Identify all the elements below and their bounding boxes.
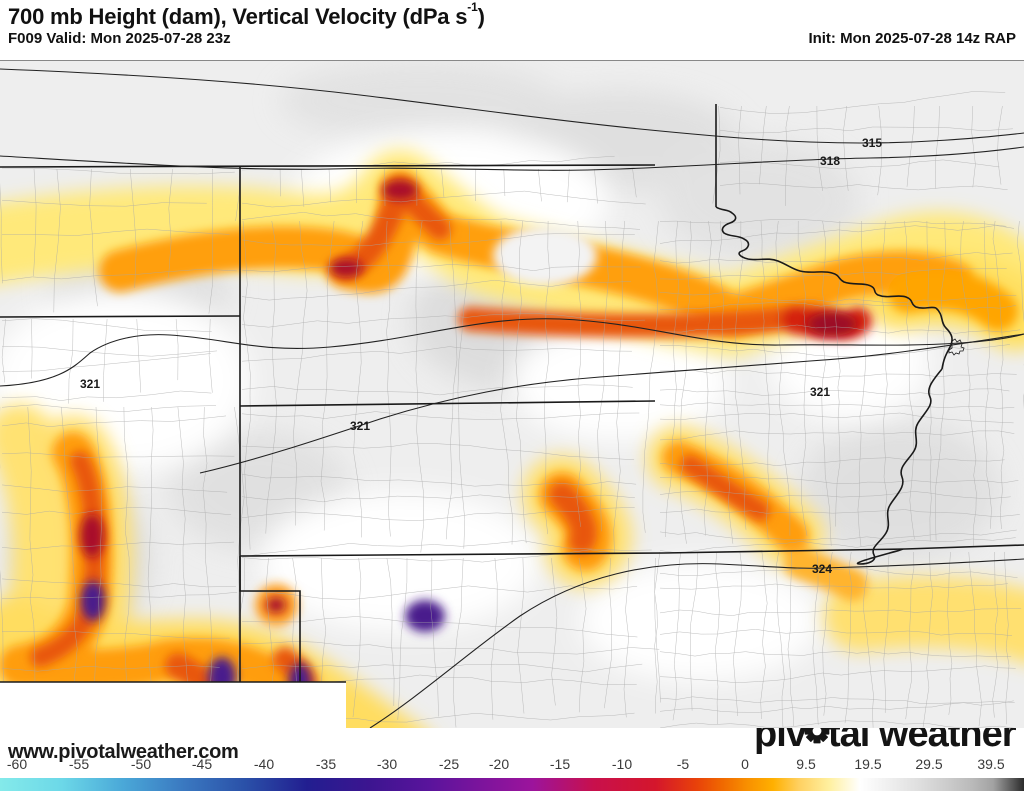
svg-text:321: 321 [810, 385, 830, 399]
svg-text:315: 315 [862, 136, 882, 150]
svg-text:324: 324 [812, 562, 832, 576]
svg-text:321: 321 [80, 377, 100, 391]
svg-text:321: 321 [350, 419, 370, 433]
svg-text:318: 318 [820, 154, 840, 168]
